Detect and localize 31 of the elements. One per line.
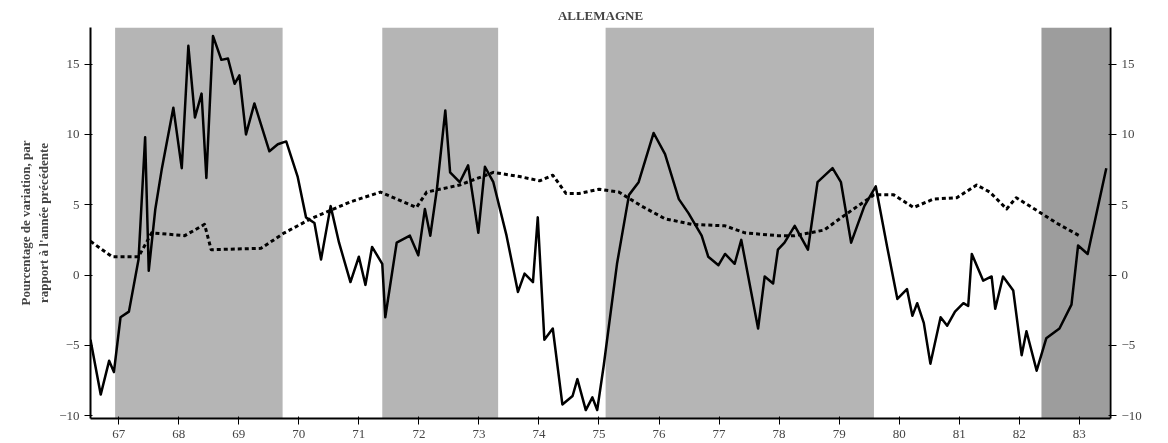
y-tick-label: 0 (73, 267, 80, 283)
x-tick-label: 75 (592, 425, 606, 441)
x-tick-label: 71 (352, 425, 366, 441)
y-tick-label: 10 (66, 126, 80, 142)
x-tick-label: 79 (832, 425, 846, 441)
x-tick-label: 72 (412, 425, 426, 441)
y2-tick-label: −10 (1121, 407, 1142, 423)
x-tick-label: 76 (652, 425, 667, 441)
y-tick-label: 5 (73, 196, 80, 212)
y2-tick-label: −5 (1121, 337, 1136, 353)
x-tick-label: 67 (112, 425, 126, 441)
x-tick-label: 82 (1012, 425, 1026, 441)
y-tick-label: 15 (66, 56, 80, 72)
y2-tick-label: 5 (1121, 196, 1128, 212)
y-axis-title: Pourcentage de variation, par rapport à l'année précédente (18, 140, 52, 306)
y2-tick-label: 0 (1121, 267, 1128, 283)
x-tick-label: 83 (1072, 425, 1086, 441)
x-tick-label: 69 (232, 425, 246, 441)
chart-title: ALLEMAGNE (557, 7, 644, 23)
y-tick-label: −10 (59, 407, 80, 423)
y2-tick-label: 15 (1121, 56, 1135, 72)
x-tick-label: 81 (952, 425, 966, 441)
x-tick-label: 73 (472, 425, 486, 441)
x-tick-label: 74 (532, 425, 546, 441)
x-tick-label: 68 (172, 425, 186, 441)
y2-tick-label: 10 (1121, 126, 1135, 142)
x-tick-label: 70 (292, 425, 306, 441)
x-tick-label: 77 (712, 425, 727, 441)
x-tick-label: 78 (772, 425, 786, 441)
x-tick-label: 80 (892, 425, 906, 441)
y-tick-label: −5 (65, 337, 80, 353)
